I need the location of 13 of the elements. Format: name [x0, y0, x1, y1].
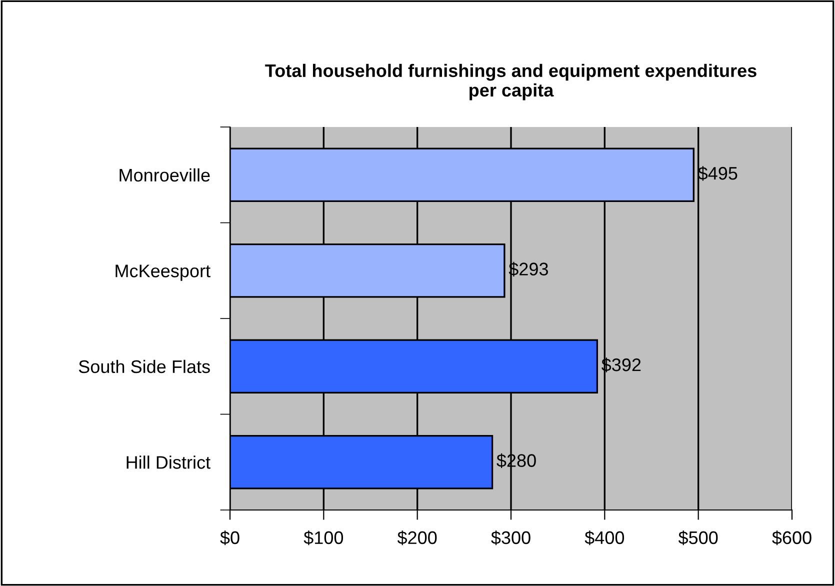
- chart-title: Total household furnishings and equipment expenditures per capita: [265, 64, 756, 100]
- x-tick-label: $600: [772, 530, 812, 546]
- y-tick-label: Hill District: [126, 456, 210, 469]
- y-tick-label: McKeesport: [116, 264, 210, 281]
- y-tick-label: South Side Flats: [78, 360, 210, 374]
- data-label: $495: [698, 166, 738, 181]
- x-tick-label: $0: [220, 530, 240, 546]
- x-tick-label: $100: [304, 530, 344, 546]
- y-tick-label: Monroeville: [120, 168, 210, 182]
- x-tick-label: $400: [584, 530, 624, 546]
- x-tick-label: $200: [397, 530, 437, 546]
- x-tick-label: $500: [678, 530, 718, 546]
- x-tick-label: $300: [491, 530, 530, 546]
